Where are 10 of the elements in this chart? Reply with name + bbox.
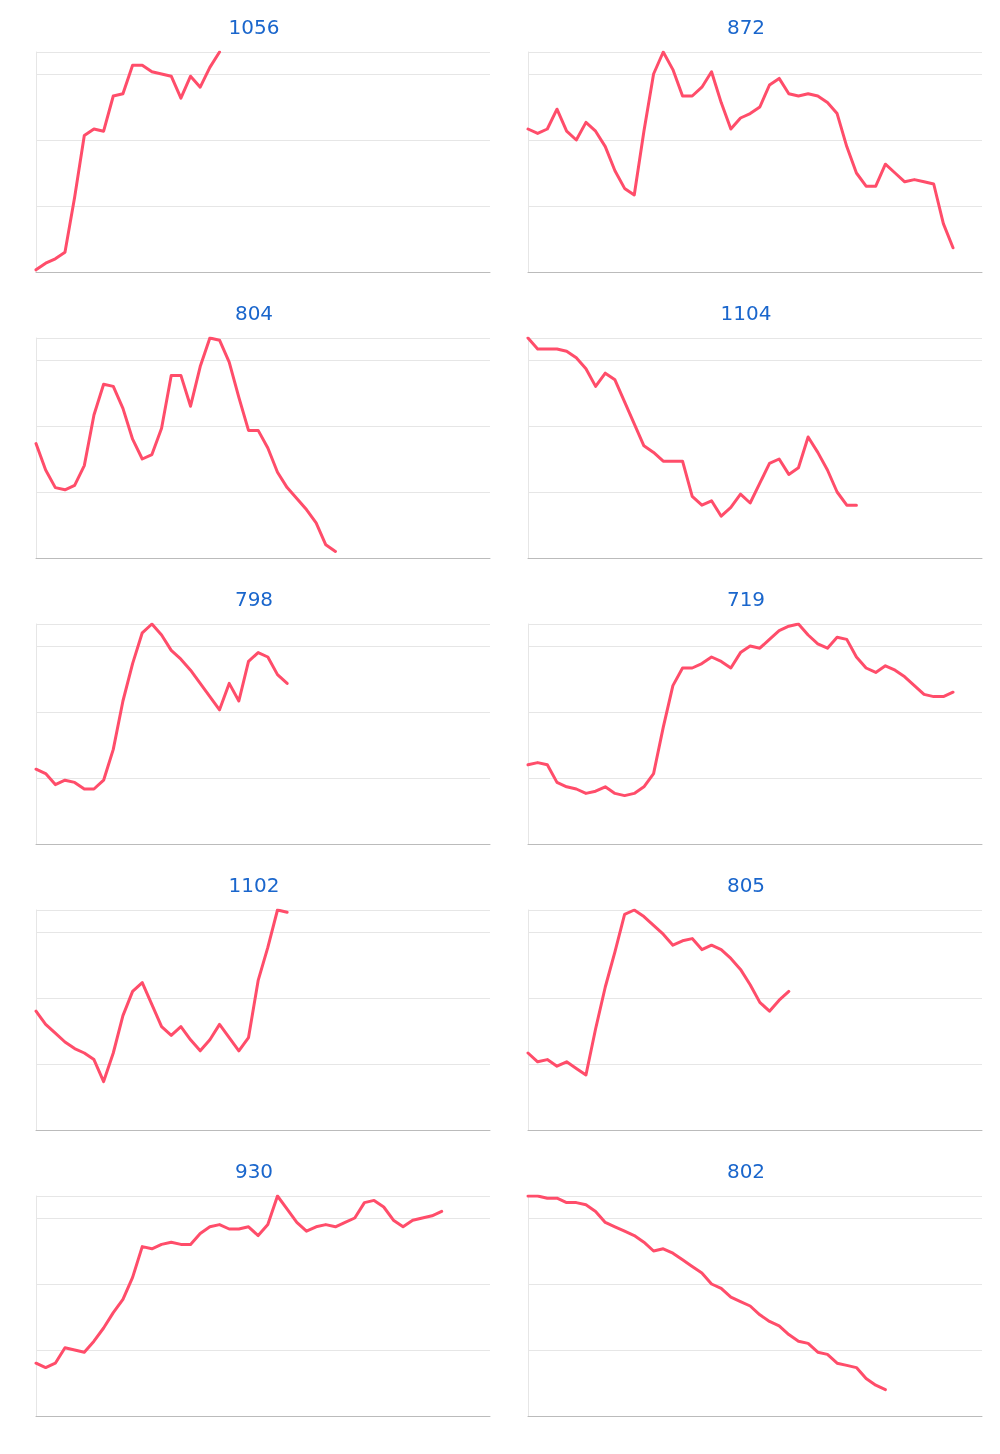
chart-title: 1056 xyxy=(228,15,280,39)
chart-title: 805 xyxy=(726,873,766,897)
chart-title: 802 xyxy=(726,1159,766,1183)
chart-title: 719 xyxy=(726,587,766,611)
chart-title: 872 xyxy=(726,15,766,39)
chart-title: 1104 xyxy=(720,301,772,325)
chart-title: 798 xyxy=(234,587,274,611)
chart-title: 1102 xyxy=(228,873,280,897)
chart-title: 930 xyxy=(234,1159,274,1183)
chart-title: 804 xyxy=(234,301,274,325)
